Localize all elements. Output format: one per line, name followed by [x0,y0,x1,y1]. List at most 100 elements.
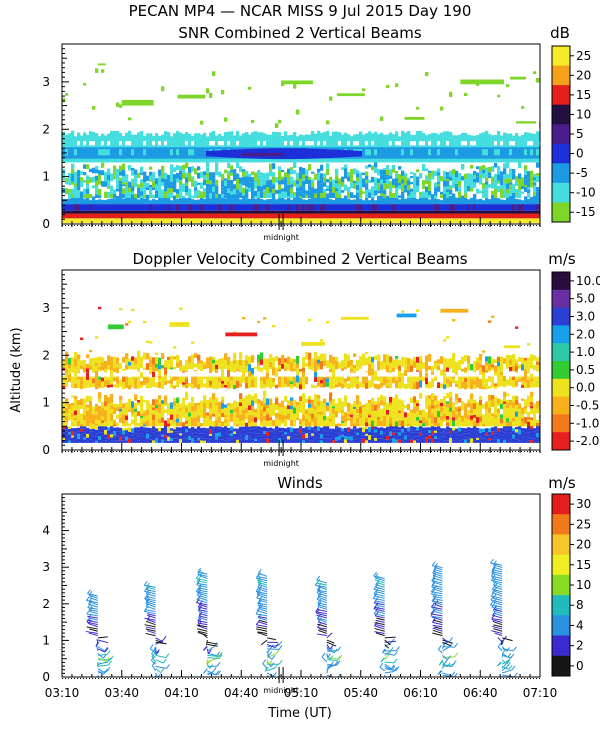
doppler-cell [353,381,357,388]
doppler-cell [425,377,429,385]
snr-cell [320,197,324,205]
doppler-cell [272,436,276,439]
snr-cell [221,218,225,224]
doppler-cell [218,369,222,377]
doppler-cell [344,369,348,377]
snr-cell [77,170,81,177]
doppler-cell [242,316,246,320]
doppler-cell [77,354,81,360]
doppler-cell [398,399,402,405]
snr-cell [143,171,147,177]
snr-cell [77,204,81,211]
snr-cell [92,210,96,214]
doppler-cell [365,402,369,409]
doppler-cell [263,369,267,377]
snr-cell [335,210,339,214]
doppler-cell [143,409,147,413]
snr-cell [140,147,144,159]
doppler-cell [86,354,90,358]
doppler-cell [326,378,330,383]
doppler-cell [473,384,477,389]
snr-cell [392,164,396,170]
snr-cell [386,149,390,156]
snr-cell [299,204,303,211]
doppler-cell [146,433,150,439]
snr-cell [497,185,501,193]
snr-cell [212,186,216,193]
snr-cell [332,149,336,158]
doppler-cell [443,407,447,414]
doppler-cell [335,432,339,438]
snr-cell [293,131,297,163]
doppler-cell [113,377,117,382]
doppler-cell [275,436,279,439]
snr-cell [413,204,417,211]
doppler-cell [257,413,261,420]
doppler-cell [65,439,69,443]
doppler-cell [191,354,195,362]
snr-cell [251,119,255,124]
doppler-cell [188,436,192,440]
snr-cell [311,218,315,224]
doppler-cell [353,413,357,416]
doppler-cell [377,427,381,433]
doppler-cell [152,440,156,443]
doppler-cell [71,368,75,374]
doppler-cell [134,357,138,364]
doppler-cell [158,435,162,439]
doppler-cell [401,372,405,380]
snr-cell [326,210,330,214]
snr-cell [521,213,525,219]
snr-cell [356,213,360,219]
snr-cell [296,172,300,179]
snr-cell [473,193,477,198]
doppler-cell [98,398,102,403]
doppler-cell [176,407,180,414]
doppler-cell [164,381,168,385]
snr-cell [71,173,75,176]
doppler-cell [233,360,237,364]
doppler-cell [113,371,117,377]
doppler-cell [137,411,141,417]
snr-cell [215,162,219,169]
doppler-cell [236,424,240,427]
doppler-cell [110,365,114,371]
snr-cell [68,204,72,211]
snr-cell [353,180,357,184]
doppler-cell [449,424,453,427]
snr-cell [377,147,381,159]
doppler-cell [128,411,132,418]
doppler-cell [296,428,300,432]
doppler-cell [305,437,309,440]
doppler-cell [185,412,189,416]
snr-cell [119,204,123,211]
doppler-cell [344,417,348,422]
snr-cell [230,149,234,158]
doppler-cell [434,413,438,417]
snr-cell [287,210,291,214]
doppler-cell [125,420,129,427]
doppler-cell [458,422,462,427]
doppler-cell [467,419,471,422]
doppler-cell [191,411,195,418]
doppler-cell [419,440,423,443]
doppler-cell [218,377,222,382]
doppler-cell [299,412,303,420]
doppler-cell [254,381,258,388]
doppler-cell [242,366,246,370]
snr-gap [500,141,504,146]
snr-cell [104,204,108,211]
doppler-cell [287,400,291,406]
doppler-cell [419,432,423,436]
doppler-cell [167,364,171,368]
doppler-cell [89,419,93,424]
doppler-cell [350,407,354,413]
doppler-cell [74,432,78,435]
snr-cell [149,175,153,180]
snr-cell [257,197,261,205]
snr-cell [323,196,327,205]
snr-cell [350,192,354,198]
doppler-cell [359,435,363,439]
snr-cell [296,187,300,192]
doppler-cell [413,396,417,403]
